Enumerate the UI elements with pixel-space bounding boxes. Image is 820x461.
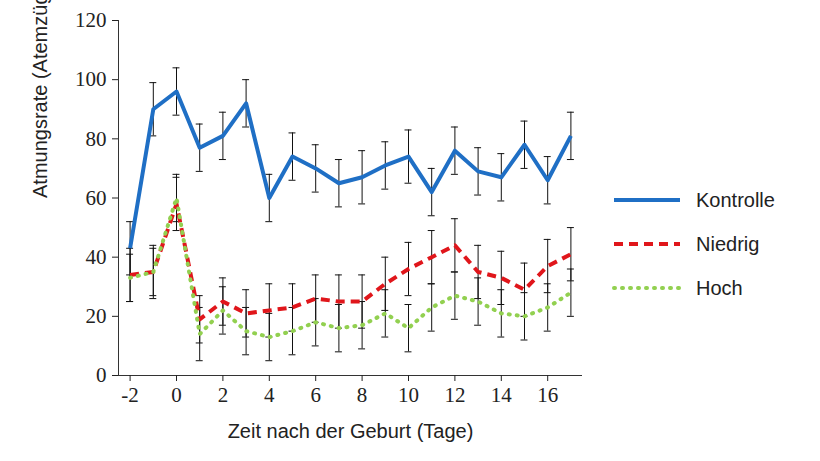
svg-text:-2: -2 xyxy=(121,383,139,407)
html-text:Kontrolle: Kontrolle xyxy=(696,188,775,211)
svg-text:8: 8 xyxy=(357,383,368,407)
svg-text:10: 10 xyxy=(398,383,419,407)
svg-text:120: 120 xyxy=(75,8,107,32)
svg-text:4: 4 xyxy=(264,383,275,407)
svg-text:100: 100 xyxy=(75,67,107,91)
svg-text:Atmungsrate (Atemzüge/min): Atmungsrate (Atemzüge/min) xyxy=(29,0,51,198)
svg-text:Zeit nach der Geburt (Tage): Zeit nach der Geburt (Tage) xyxy=(228,420,474,442)
svg-text:60: 60 xyxy=(86,186,107,210)
svg-text:16: 16 xyxy=(537,383,558,407)
svg-text:0: 0 xyxy=(171,383,182,407)
svg-text:80: 80 xyxy=(86,127,107,151)
svg-text:14: 14 xyxy=(491,383,513,407)
svg-text:40: 40 xyxy=(86,245,107,269)
svg-text:20: 20 xyxy=(86,304,107,328)
svg-text:12: 12 xyxy=(444,383,465,407)
html-text:Niedrig: Niedrig xyxy=(696,232,760,255)
svg-text:2: 2 xyxy=(218,383,229,407)
svg-text:6: 6 xyxy=(310,383,321,407)
html-text:Hoch: Hoch xyxy=(696,276,743,299)
svg-text:0: 0 xyxy=(96,363,107,387)
